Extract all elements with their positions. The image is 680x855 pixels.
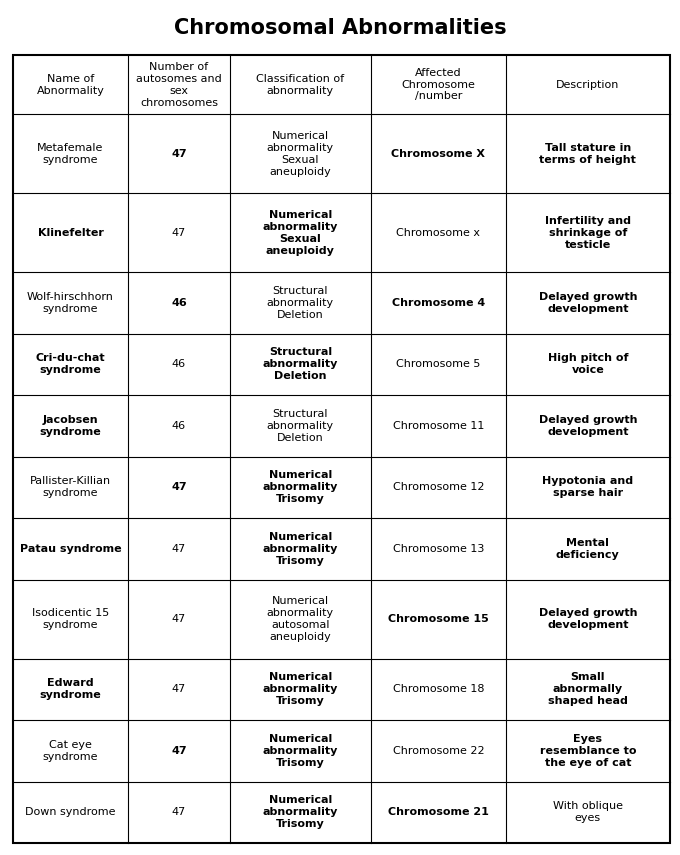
- Text: Numerical
abnormality
Sexual
aneuploidy: Numerical abnormality Sexual aneuploidy: [262, 209, 338, 256]
- Text: Chromosome 4: Chromosome 4: [392, 298, 485, 308]
- Text: Numerical
abnormality
Trisomy: Numerical abnormality Trisomy: [262, 532, 338, 566]
- Text: 47: 47: [171, 482, 187, 492]
- Text: Isodicentic 15
syndrome: Isodicentic 15 syndrome: [32, 608, 109, 630]
- Text: Chromosome 11: Chromosome 11: [393, 421, 484, 431]
- Text: Affected
Chromosome
/number: Affected Chromosome /number: [401, 68, 475, 102]
- Text: Klinefelter: Klinefelter: [37, 227, 103, 238]
- Text: Name of
Abnormality: Name of Abnormality: [37, 74, 105, 96]
- Text: 46: 46: [172, 421, 186, 431]
- Text: 46: 46: [171, 298, 187, 308]
- Text: Classification of
abnormality: Classification of abnormality: [256, 74, 345, 96]
- Text: Chromosome 13: Chromosome 13: [393, 544, 484, 554]
- Text: Chromosome 5: Chromosome 5: [396, 359, 481, 369]
- Text: Chromosome 15: Chromosome 15: [388, 614, 489, 624]
- Text: Eyes
resemblance to
the eye of cat: Eyes resemblance to the eye of cat: [540, 734, 636, 768]
- Text: Chromosome x: Chromosome x: [396, 227, 480, 238]
- Text: Cat eye
syndrome: Cat eye syndrome: [43, 740, 98, 762]
- Text: Delayed growth
development: Delayed growth development: [539, 415, 637, 437]
- Text: Small
abnormally
shaped head: Small abnormally shaped head: [548, 672, 628, 706]
- Text: Chromosome 18: Chromosome 18: [392, 684, 484, 694]
- Text: Delayed growth
development: Delayed growth development: [539, 608, 637, 630]
- Text: Infertility and
shrinkage of
testicle: Infertility and shrinkage of testicle: [545, 215, 631, 250]
- Text: 47: 47: [172, 684, 186, 694]
- Text: 46: 46: [172, 359, 186, 369]
- Text: Description: Description: [556, 80, 619, 90]
- Text: 47: 47: [172, 544, 186, 554]
- Text: 47: 47: [171, 746, 187, 756]
- Text: 47: 47: [172, 614, 186, 624]
- Text: Structural
abnormality
Deletion: Structural abnormality Deletion: [267, 286, 334, 320]
- Text: 47: 47: [171, 149, 187, 158]
- Text: Tall stature in
terms of height: Tall stature in terms of height: [539, 143, 636, 164]
- Text: Structural
abnormality
Deletion: Structural abnormality Deletion: [262, 347, 338, 381]
- Text: Metafemale
syndrome: Metafemale syndrome: [37, 143, 103, 164]
- Text: Delayed growth
development: Delayed growth development: [539, 292, 637, 314]
- Text: Numerical
abnormality
autosomal
aneuploidy: Numerical abnormality autosomal aneuploi…: [267, 596, 334, 642]
- Text: Pallister-Killian
syndrome: Pallister-Killian syndrome: [30, 476, 111, 498]
- Text: Chromosome 21: Chromosome 21: [388, 807, 489, 817]
- Text: Chromosome 22: Chromosome 22: [392, 746, 484, 756]
- Text: 47: 47: [172, 227, 186, 238]
- Text: Mental
deficiency: Mental deficiency: [556, 538, 619, 560]
- Text: Numerical
abnormality
Trisomy: Numerical abnormality Trisomy: [262, 795, 338, 829]
- Text: Chromosome 12: Chromosome 12: [392, 482, 484, 492]
- Text: Structural
abnormality
Deletion: Structural abnormality Deletion: [267, 409, 334, 443]
- Text: Wolf-hirschhorn
syndrome: Wolf-hirschhorn syndrome: [27, 292, 114, 314]
- Text: Numerical
abnormality
Trisomy: Numerical abnormality Trisomy: [262, 734, 338, 768]
- Text: Chromosomal Abnormalities: Chromosomal Abnormalities: [173, 18, 507, 38]
- Text: Jacobsen
syndrome: Jacobsen syndrome: [39, 415, 101, 437]
- Text: Number of
autosomes and
sex
chromosomes: Number of autosomes and sex chromosomes: [136, 62, 222, 108]
- Text: With oblique
eyes: With oblique eyes: [553, 801, 623, 823]
- Text: Edward
syndrome: Edward syndrome: [39, 678, 101, 700]
- Text: Numerical
abnormality
Trisomy: Numerical abnormality Trisomy: [262, 470, 338, 504]
- Text: Cri-du-chat
syndrome: Cri-du-chat syndrome: [35, 353, 105, 375]
- Text: Chromosome X: Chromosome X: [392, 149, 486, 158]
- Text: Hypotonia and
sparse hair: Hypotonia and sparse hair: [543, 476, 634, 498]
- Text: Numerical
abnormality
Trisomy: Numerical abnormality Trisomy: [262, 672, 338, 706]
- Text: Patau syndrome: Patau syndrome: [20, 544, 121, 554]
- Text: High pitch of
voice: High pitch of voice: [547, 353, 628, 375]
- Text: Down syndrome: Down syndrome: [25, 807, 116, 817]
- Text: 47: 47: [172, 807, 186, 817]
- Text: Numerical
abnormality
Sexual
aneuploidy: Numerical abnormality Sexual aneuploidy: [267, 131, 334, 176]
